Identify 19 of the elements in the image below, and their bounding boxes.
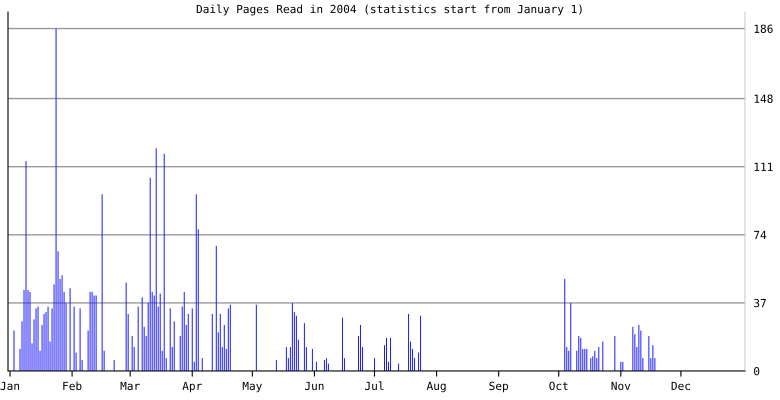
y-tick-label: 186 [754, 24, 773, 33]
x-tick-label: Feb [63, 381, 82, 390]
x-tick-label: Oct [549, 382, 568, 390]
x-tick-label: Sep [489, 382, 508, 392]
x-tick-label: Jan [0, 382, 20, 390]
x-tick-label: Apr [182, 382, 202, 392]
x-tick-label: Nov [612, 382, 630, 390]
chart-title: Daily Pages Read in 2004 (statistics start from January 1) [196, 4, 582, 16]
y-tick-label: 37 [754, 298, 766, 308]
x-tick-label: Dec [672, 382, 690, 390]
x-tick-label: Mar [120, 382, 140, 390]
y-tick-label: 74 [754, 230, 766, 240]
x-tick-label: Aug [426, 382, 446, 392]
x-tick-label: Jul [365, 381, 384, 390]
x-tick-label: May [242, 382, 262, 392]
x-tick-label: Jun [304, 382, 324, 390]
y-tick-label: 0 [754, 367, 760, 376]
y-tick-label: 148 [754, 94, 773, 103]
y-tick-label: 111 [754, 162, 773, 171]
